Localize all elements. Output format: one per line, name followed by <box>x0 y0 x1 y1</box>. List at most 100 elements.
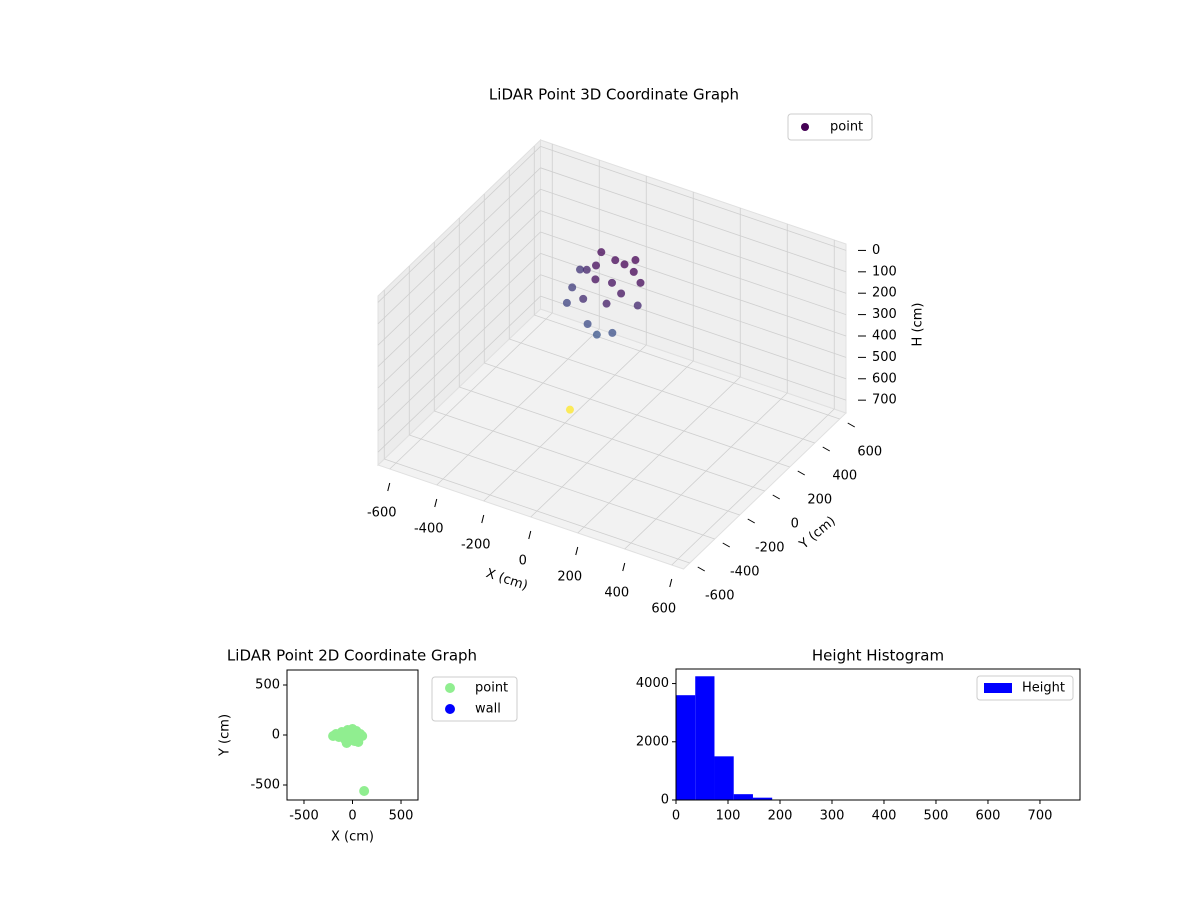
chart-title: LiDAR Point 2D Coordinate Graph <box>227 647 477 665</box>
z-tick-label: 100 <box>872 264 897 279</box>
z-tick-label: 400 <box>872 328 897 343</box>
x-tick-label: 500 <box>924 809 949 824</box>
z-tick-label: 200 <box>872 286 897 301</box>
grid-line <box>434 410 740 516</box>
x-tick-label: 600 <box>976 809 1001 824</box>
point <box>568 283 577 292</box>
grid-line <box>540 146 847 251</box>
x-axis-label: X (cm) <box>484 566 530 594</box>
z-tick-label: 0 <box>872 243 880 258</box>
z-tick-label: 300 <box>872 307 897 322</box>
y-tick-label: 4000 <box>636 676 669 691</box>
z-axis-label: H (cm) <box>911 303 926 347</box>
point <box>608 328 617 337</box>
grid-line <box>540 210 847 315</box>
point <box>583 319 592 328</box>
y-tick-label: -400 <box>730 565 760 580</box>
x-tick-label: 300 <box>820 809 845 824</box>
x-tick-label: 0 <box>672 809 680 824</box>
y-tick-label: 200 <box>807 493 832 508</box>
x-tick <box>387 482 391 492</box>
y-tick-label: 600 <box>857 445 882 460</box>
grid-line <box>484 362 790 468</box>
chart-title: LiDAR Point 3D Coordinate Graph <box>489 86 739 104</box>
legend-label: point <box>830 120 863 135</box>
legend-marker <box>801 123 809 131</box>
x-tick-label: -400 <box>414 522 444 537</box>
bar <box>752 797 773 800</box>
grid-line <box>509 338 815 444</box>
legend-marker <box>445 683 455 693</box>
x-tick-label: 400 <box>872 809 897 824</box>
y-tick <box>822 446 830 452</box>
point <box>631 256 640 265</box>
y-tick-label: 0 <box>661 793 669 808</box>
y-tick <box>772 494 780 500</box>
y-tick <box>747 518 755 524</box>
grid-line <box>534 314 840 420</box>
plot-frame <box>675 668 1081 801</box>
z-tick-label: 700 <box>872 393 897 408</box>
y-axis-label: Y (cm) <box>796 514 839 553</box>
point <box>617 289 626 298</box>
grid-line <box>377 210 541 367</box>
x-tick-label: -500 <box>289 809 319 824</box>
x-tick <box>481 514 485 524</box>
y-axis-label: Y (cm) <box>218 714 233 757</box>
x-tick-label: 500 <box>389 809 414 824</box>
point <box>592 330 601 339</box>
legend-label: point <box>475 681 508 696</box>
y-tick-label: 0 <box>272 728 280 743</box>
y-tick-label: 2000 <box>636 734 669 749</box>
point <box>608 278 616 287</box>
grid-line <box>377 146 541 303</box>
legend-label: Height <box>1022 681 1065 696</box>
x-tick-label: 200 <box>557 570 582 585</box>
grid-line <box>540 188 847 294</box>
x-tick-label: 100 <box>716 809 741 824</box>
grid-line <box>377 295 541 453</box>
legend-label: wall <box>475 702 501 717</box>
y-tick-label: 400 <box>832 469 857 484</box>
x-tick <box>669 578 673 588</box>
x-tick-label: 600 <box>651 602 676 617</box>
legend-box <box>787 113 873 141</box>
y-tick-label: -500 <box>250 778 280 793</box>
x-tick-label: 0 <box>519 554 527 569</box>
x-axis-label: X (cm) <box>331 830 374 845</box>
y-tick-label: -600 <box>705 589 735 604</box>
point <box>592 261 600 270</box>
x-tick <box>434 498 438 508</box>
point <box>576 265 584 274</box>
grid-line <box>377 231 541 389</box>
x-tick-label: 400 <box>604 586 629 601</box>
point <box>597 248 606 257</box>
point <box>565 405 574 414</box>
y-tick-label: -200 <box>755 541 785 556</box>
x-tick-label: -600 <box>367 506 397 521</box>
x-tick-label: -200 <box>461 538 491 553</box>
legend-marker <box>445 704 455 714</box>
y-tick-label: 0 <box>791 517 799 532</box>
grid-line <box>377 188 541 346</box>
grid-line <box>409 434 715 540</box>
grid-line <box>377 274 541 432</box>
point <box>341 738 352 748</box>
point <box>359 786 370 796</box>
point <box>629 267 638 276</box>
point <box>591 275 600 284</box>
y-tick <box>722 542 730 548</box>
point <box>633 301 642 310</box>
point <box>582 265 591 274</box>
x-tick-label: 0 <box>348 809 356 824</box>
point <box>562 298 571 307</box>
bar <box>714 756 734 800</box>
grid-line <box>377 253 541 410</box>
legend-box <box>976 675 1074 701</box>
point <box>352 735 363 745</box>
bar <box>733 794 753 800</box>
grid-line <box>540 253 847 358</box>
x-tick <box>575 546 579 556</box>
z-tick-label: 600 <box>872 371 897 386</box>
y-tick <box>847 422 855 428</box>
